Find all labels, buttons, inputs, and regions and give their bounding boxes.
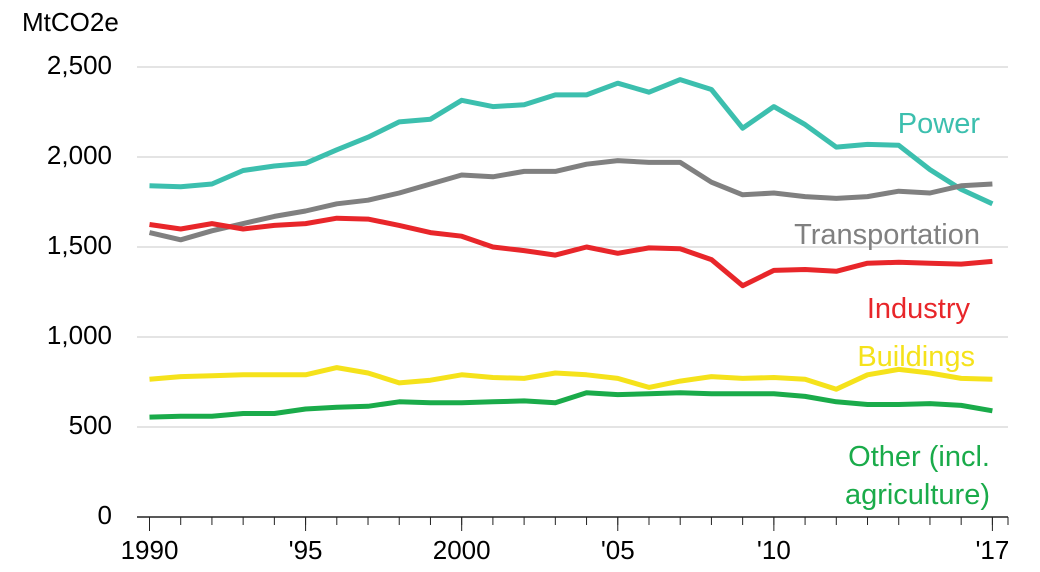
- x-tick-label: '05: [601, 535, 635, 565]
- series-label: Other (incl. agriculture): [844, 441, 990, 511]
- y-tick-label: 500: [69, 410, 112, 440]
- series-line: [149, 365, 993, 392]
- x-tick-label: '95: [289, 535, 323, 565]
- x-tick-label: 2000: [433, 535, 491, 565]
- series-line: [149, 77, 994, 207]
- y-tick-label: 2,500: [47, 50, 112, 80]
- y-tick-label: 0: [98, 500, 112, 530]
- x-tick-label: '17: [975, 535, 1009, 565]
- series-label: Industry: [866, 293, 970, 325]
- x-tick-label: 1990: [121, 535, 179, 565]
- series-line: [149, 215, 993, 289]
- y-tick-label: 1,500: [47, 230, 112, 260]
- series-label: Transportation: [794, 219, 980, 251]
- series-line: [149, 390, 993, 420]
- series-label: Power: [897, 108, 980, 140]
- y-tick-label: 2,000: [47, 140, 112, 170]
- series-label: Buildings: [857, 341, 975, 373]
- y-tick-label: 1,000: [47, 320, 112, 350]
- series-line: [148, 158, 993, 243]
- y-axis-label: MtCO2e: [22, 7, 119, 37]
- x-tick-label: '10: [757, 535, 791, 565]
